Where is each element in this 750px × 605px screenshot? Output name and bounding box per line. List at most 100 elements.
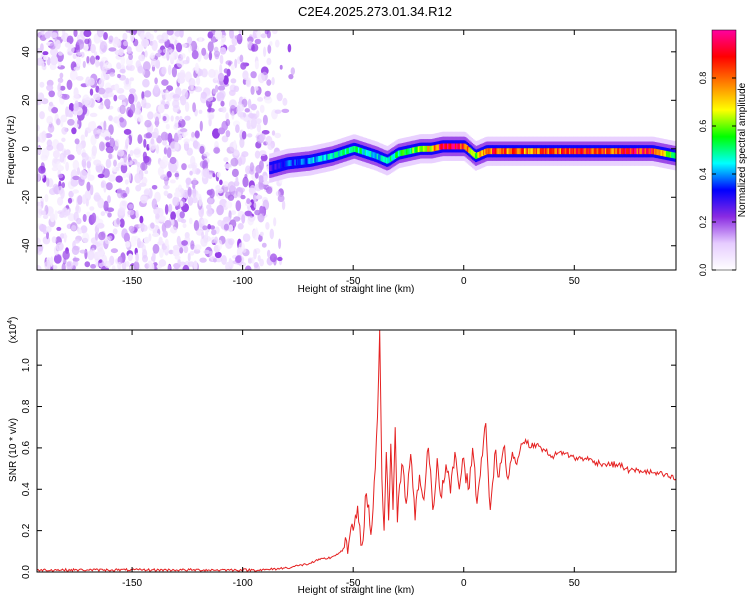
spectrogram-cell <box>125 30 132 33</box>
spectrogram-cell <box>45 226 52 233</box>
spectrogram-ridge-core <box>660 150 663 156</box>
spectrogram-cell <box>122 32 128 41</box>
spectrogram-cell <box>108 153 113 160</box>
colorbar-axis: 0.0 0.2 0.4 0.6 0.8 <box>698 72 736 276</box>
spectrogram-cell <box>134 107 140 115</box>
spectrogram-cell <box>225 201 233 209</box>
spectrogram-ridge-core <box>500 148 503 155</box>
spectrogram-cell <box>182 264 190 270</box>
spectrogram-cell <box>91 212 97 224</box>
spectrogram-cell <box>72 175 80 181</box>
spectrogram-ridge-core <box>612 148 616 155</box>
spectrogram-cell <box>62 250 70 260</box>
spectrogram-cell <box>154 116 160 128</box>
spectrogram-cell <box>49 101 54 109</box>
spectrogram-cell <box>230 78 237 84</box>
spectrogram-cell <box>212 88 216 95</box>
spectrogram-cell <box>135 252 139 263</box>
spectrogram-cell <box>181 163 187 171</box>
spectrogram-ridge-core <box>428 145 431 152</box>
spectrogram-cell <box>139 215 144 224</box>
spectrogram-cell <box>66 79 73 91</box>
spectrogram-cell <box>53 245 59 256</box>
spectrogram-cell <box>153 127 159 139</box>
snr-scale-exponent: 4 <box>7 320 14 324</box>
spectrogram-cell <box>217 239 223 250</box>
spectrogram-cell <box>182 60 190 65</box>
spectrogram-ridge-core <box>289 160 292 166</box>
spectrogram-cell <box>193 220 200 231</box>
spectrogram-cell <box>192 140 199 149</box>
spectrogram-ridge-core <box>436 144 439 151</box>
spectrogram-ridge-core <box>393 153 397 159</box>
spectrogram-cell <box>62 30 66 37</box>
spectrogram-cell <box>87 174 95 181</box>
spectrogram-ridge-core <box>281 162 284 168</box>
spectrogram-cell <box>201 218 208 225</box>
spectrogram-cell <box>119 117 124 123</box>
spectrogram-cell <box>157 49 162 54</box>
spectrogram-cell <box>229 104 237 116</box>
spectrogram-cell <box>222 181 229 187</box>
spectrogram-ridge-core <box>488 148 491 155</box>
spectrogram-ridge-core <box>583 148 586 155</box>
spectrogram-ridge-core <box>647 148 650 155</box>
colorbar-tick-label: 0.2 <box>698 216 708 229</box>
spectrogram-ridge-core <box>513 148 516 155</box>
spectrogram-cell <box>134 173 142 184</box>
spectrogram-ridge-core <box>587 148 590 155</box>
spectrogram-cell <box>124 179 129 185</box>
spectrogram-cell <box>221 135 229 143</box>
spectrogram-cell <box>201 68 208 78</box>
spectrogram-cell <box>130 103 136 114</box>
spectrogram-cell <box>168 203 173 213</box>
spectrogram-ridge-core <box>465 145 468 151</box>
spectrogram-cell <box>51 236 57 244</box>
spectrogram-cell <box>174 141 180 151</box>
spectrogram-cell <box>138 114 144 123</box>
spectrogram-cell <box>80 134 86 141</box>
spectrogram-ridge-core <box>563 148 566 155</box>
spectrogram-cell <box>82 214 87 222</box>
spectrogram-ridge-core <box>338 150 341 157</box>
spectrogram-cell <box>234 58 238 69</box>
spectrogram-cell <box>115 138 120 147</box>
spectrogram-cell <box>87 167 91 177</box>
spectrogram-cell <box>116 217 120 225</box>
spectrogram-cell <box>87 77 95 86</box>
spectrogram-ridge-core <box>423 145 426 152</box>
spectrogram-cell <box>254 172 259 179</box>
spectrogram-cell <box>101 254 108 266</box>
spectrogram-ridge-core <box>440 143 443 150</box>
spectrogram-cell <box>169 179 176 184</box>
spectrogram-ridge-core <box>600 148 604 155</box>
spectrogram-cell <box>195 228 204 236</box>
spectrogram-cell <box>56 118 61 126</box>
spectrogram-ridge-core <box>450 143 454 150</box>
spectrogram-cell <box>166 51 170 61</box>
spectrogram-cell <box>189 217 193 225</box>
spectrogram-ridge-core <box>377 154 381 161</box>
spectrogram-cell <box>61 126 68 135</box>
spectrogram-cell <box>59 85 66 91</box>
spectrogram-ridge-core <box>331 153 334 159</box>
spectrogram-ridge <box>269 131 676 183</box>
spectrogram-ridge-core <box>497 148 500 155</box>
spectrogram-cell <box>183 131 189 136</box>
spectrogram-cell <box>64 42 71 48</box>
spectrogram-cell <box>241 130 247 140</box>
spectrogram-cell <box>77 228 83 235</box>
spectrogram-ridge-core <box>504 148 507 155</box>
spectrogram-cell <box>158 236 163 244</box>
spectrogram-cell <box>120 161 129 166</box>
snr-x-label: Height of straight line (km) <box>298 585 415 596</box>
spectrogram-cell <box>247 98 252 109</box>
spectrogram-cell <box>219 64 223 75</box>
spectrogram-cell <box>86 181 91 192</box>
spectrogram-cell <box>222 47 226 52</box>
spectrogram-cell <box>135 44 144 53</box>
spectrogram-ridge-core <box>667 151 670 158</box>
spectrogram-ridge-core <box>553 148 556 155</box>
spectrogram-x-axis: -150 -100 -50 0 50 <box>122 30 580 287</box>
spectrogram-cell <box>200 236 208 247</box>
